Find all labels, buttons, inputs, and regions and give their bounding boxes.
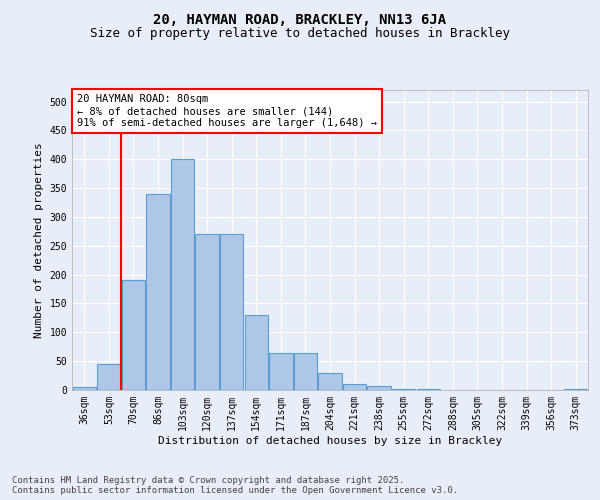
Text: 20 HAYMAN ROAD: 80sqm
← 8% of detached houses are smaller (144)
91% of semi-deta: 20 HAYMAN ROAD: 80sqm ← 8% of detached h… (77, 94, 377, 128)
Bar (122, 280, 145, 390)
Bar (564, 389, 587, 390)
Bar (269, 352, 293, 390)
X-axis label: Distribution of detached houses by size in Brackley: Distribution of detached houses by size … (158, 436, 502, 446)
Bar (343, 384, 366, 390)
Bar (171, 159, 194, 390)
Bar (245, 315, 268, 390)
Text: 20, HAYMAN ROAD, BRACKLEY, NN13 6JA: 20, HAYMAN ROAD, BRACKLEY, NN13 6JA (154, 12, 446, 26)
Bar (294, 352, 317, 390)
Text: Size of property relative to detached houses in Brackley: Size of property relative to detached ho… (90, 28, 510, 40)
Bar (146, 194, 170, 390)
Text: Contains HM Land Registry data © Crown copyright and database right 2025.
Contai: Contains HM Land Registry data © Crown c… (12, 476, 458, 495)
Bar (220, 234, 244, 390)
Bar (367, 386, 391, 390)
Bar (73, 387, 96, 390)
Bar (392, 389, 415, 390)
Bar (319, 372, 341, 390)
Y-axis label: Number of detached properties: Number of detached properties (34, 142, 44, 338)
Bar (196, 234, 219, 390)
Bar (97, 364, 121, 390)
